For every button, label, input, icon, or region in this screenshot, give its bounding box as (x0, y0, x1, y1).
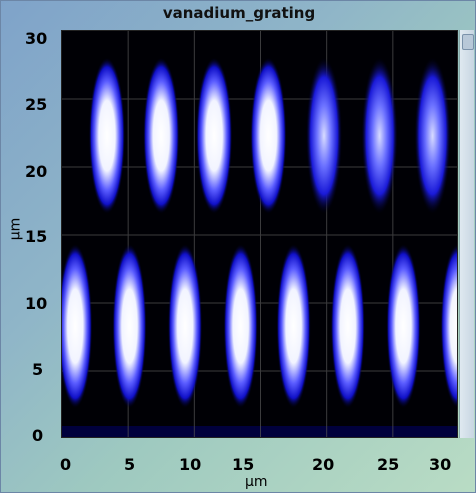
y-tick-15: 15 (25, 227, 48, 246)
grating-line-top (361, 57, 398, 214)
scrollbar-thumb[interactable] (462, 34, 474, 50)
grating-line-bottom (276, 244, 311, 409)
x-axis-label: µm (245, 474, 268, 490)
grating-line-bottom (386, 244, 421, 409)
x-tick-20: 20 (312, 455, 335, 474)
grating-line-top (414, 57, 451, 214)
grating-line-bottom (112, 244, 147, 409)
x-tick-30: 30 (429, 455, 452, 474)
grating-line-bottom (62, 244, 93, 409)
grating-line-top (196, 57, 233, 214)
afm-image-plot[interactable] (61, 30, 458, 438)
grating-line-top (250, 57, 287, 214)
grating-line-top (88, 57, 125, 214)
grating-line-bottom (223, 244, 258, 409)
grating-line-bottom (168, 244, 203, 409)
window-title: vanadium_grating (162, 4, 316, 22)
y-tick-30: 30 (25, 29, 48, 48)
x-tick-25: 25 (377, 455, 400, 474)
y-tick-25: 25 (25, 95, 48, 114)
grating-line-top (306, 57, 343, 214)
afm-image (62, 31, 457, 437)
y-axis-label: µm (7, 217, 24, 241)
y-tick-20: 20 (25, 162, 48, 181)
grating-line-bottom (440, 244, 457, 409)
x-tick-0: 0 (60, 455, 72, 474)
x-tick-5: 5 (124, 455, 136, 474)
y-tick-0: 0 (32, 426, 44, 445)
grating-line-bottom (330, 244, 365, 409)
vertical-scrollbar[interactable] (459, 30, 474, 438)
y-tick-10: 10 (25, 294, 48, 313)
x-tick-10: 10 (179, 455, 202, 474)
x-tick-15: 15 (232, 455, 255, 474)
grating-line-top (143, 57, 180, 214)
y-tick-5: 5 (32, 360, 44, 379)
